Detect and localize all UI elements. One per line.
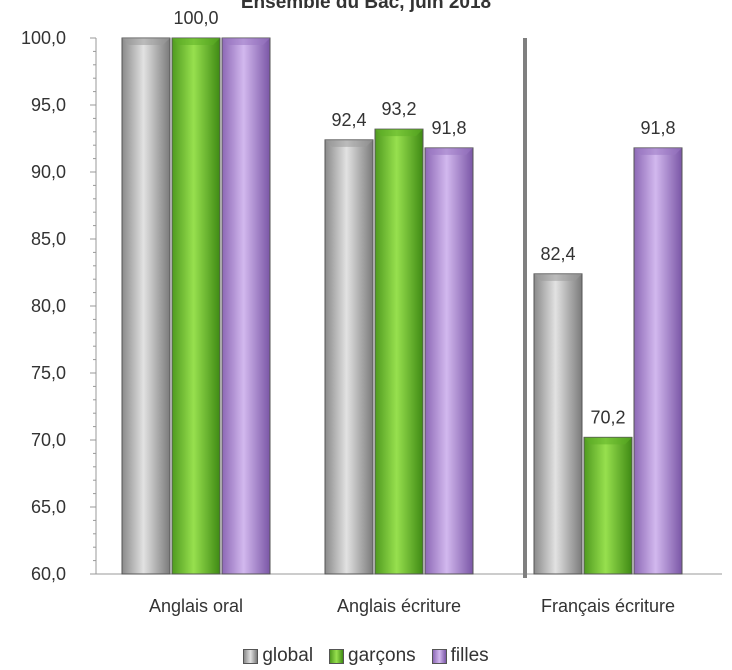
chart-axes: 100,0 95,0 90,0 85,0 80,0 75,0 70,0 65,0 60,0 Ang… <box>21 28 722 616</box>
legend-item-global: global <box>243 645 313 667</box>
chart-title: Ensemble du Bac, juin 2018 <box>241 0 491 13</box>
bar-global <box>121 37 171 575</box>
data-label: 70,2 <box>590 407 625 427</box>
legend-item-garcons: garçons <box>329 645 416 667</box>
bar-bevel <box>375 129 423 137</box>
chart-bars <box>121 37 683 575</box>
bar-filles <box>633 147 683 575</box>
y-tick-label: 75,0 <box>31 363 66 383</box>
bar-filles <box>424 147 474 575</box>
chart-legend: global garçons filles <box>0 645 732 667</box>
bar-garçons <box>583 436 633 575</box>
bar-bevel <box>172 38 220 45</box>
y-tick-label: 85,0 <box>31 229 66 249</box>
bar-bevel <box>122 38 170 45</box>
y-tick-label: 70,0 <box>31 430 66 450</box>
data-label: 91,8 <box>640 118 675 138</box>
chart-data-labels: 100,0 92,4 93,2 91,8 82,4 70,2 91,8 <box>173 8 675 427</box>
bar-bevel <box>425 147 473 155</box>
legend-label-filles: filles <box>450 645 489 666</box>
legend-swatch-global <box>243 648 259 664</box>
data-label: 93,2 <box>381 99 416 119</box>
bar-bevel <box>634 147 682 155</box>
bar-garçons <box>171 37 221 575</box>
legend-label-garcons: garçons <box>348 645 416 666</box>
bar-bevel <box>325 139 373 147</box>
y-tick-label: 65,0 <box>31 497 66 517</box>
data-label: 82,4 <box>540 244 575 264</box>
y-tick-label: 80,0 <box>31 296 66 316</box>
data-label: 100,0 <box>173 8 218 28</box>
legend-swatch-garcons <box>329 648 345 664</box>
y-tick-label: 90,0 <box>31 162 66 182</box>
bar-bevel <box>534 273 582 281</box>
bar-garçons <box>374 128 424 575</box>
legend-swatch-filles <box>431 648 447 664</box>
x-tick-label: Français écriture <box>541 596 675 616</box>
bar-global <box>324 139 374 575</box>
bar-filles <box>221 37 271 575</box>
y-tick-label: 60,0 <box>31 564 66 584</box>
data-label: 91,8 <box>431 118 466 138</box>
bar-bevel <box>222 38 270 45</box>
y-tick-label: 100,0 <box>21 28 66 48</box>
data-label: 92,4 <box>331 110 366 130</box>
legend-label-global: global <box>262 645 314 666</box>
bar-bevel <box>584 437 632 445</box>
y-tick-label: 95,0 <box>31 95 66 115</box>
bar-global <box>533 273 583 575</box>
x-tick-label: Anglais écriture <box>337 596 461 616</box>
legend-item-filles: filles <box>431 645 489 667</box>
x-tick-label: Anglais oral <box>149 596 243 616</box>
